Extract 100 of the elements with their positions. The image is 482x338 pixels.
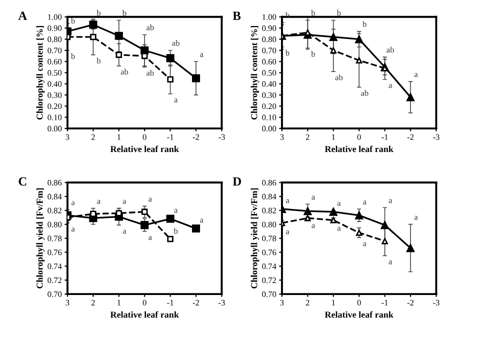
y-tick-label: 0.80 — [48, 222, 62, 228]
annotation: b — [362, 21, 366, 27]
annotation: a — [71, 228, 75, 232]
x-tick-label: -1 — [382, 300, 388, 306]
annotation: a — [97, 200, 100, 204]
x-tick-label: -2 — [407, 300, 414, 306]
annotation: ab — [386, 46, 394, 53]
x-tick-label: 1 — [332, 300, 335, 306]
x-tick-label: 0 — [357, 134, 361, 140]
y-tick-label: 0.80 — [262, 222, 276, 228]
annotation: a — [200, 53, 204, 58]
x-tick-label: -3 — [218, 300, 225, 306]
annotation: a — [286, 199, 290, 204]
annotation: b — [70, 53, 75, 60]
annotation: a — [337, 202, 341, 206]
y-tick-label: 0.84 — [262, 194, 276, 200]
y-tick-label: 0.90 — [262, 25, 276, 32]
annotation: a — [363, 242, 366, 246]
x-tick-label: -1 — [167, 300, 174, 306]
annotation: a — [388, 260, 392, 264]
annotation: a — [414, 73, 418, 78]
annotation: ab — [120, 68, 128, 75]
annotation: a — [363, 200, 366, 205]
annotation: ab — [361, 90, 368, 96]
x-tick-label: 0 — [357, 300, 361, 306]
x-tick-label: -1 — [382, 134, 388, 140]
y-tick-label: 0.30 — [48, 92, 62, 98]
chart-title: C — [18, 177, 26, 186]
annotation: a — [312, 196, 315, 200]
y-tick-label: 0.00 — [262, 126, 276, 132]
x-axis-title: Relative leaf rank — [324, 146, 394, 152]
y-tick-label: 0.90 — [48, 25, 62, 32]
y-tick-label: 0.72 — [262, 277, 276, 284]
annotation: ab — [146, 24, 154, 30]
y-axis-title: Chlorophyll yield [Fv/Fm] — [250, 188, 260, 288]
y-axis-title: Chlorophyll content [%] — [36, 26, 45, 120]
y-tick-label: 0.20 — [48, 103, 62, 110]
y-tick-label: 0.40 — [262, 81, 276, 87]
x-tick-label: 3 — [66, 300, 70, 306]
x-tick-label: 2 — [91, 300, 95, 306]
y-tick-label: 0.80 — [48, 36, 62, 42]
y-tick-label: 0.86 — [48, 180, 62, 186]
x-tick-label: 3 — [66, 134, 70, 140]
x-tick-label: 2 — [306, 300, 310, 306]
y-tick-label: 0.10 — [48, 114, 62, 120]
x-axis-title: Relative leaf rank — [324, 311, 394, 318]
annotation: b — [174, 228, 178, 234]
y-tick-label: 0.82 — [262, 208, 276, 214]
annotation: b — [96, 58, 101, 64]
x-tick-label: -2 — [192, 300, 200, 306]
annotation: b — [122, 10, 126, 16]
x-tick-label: -3 — [433, 300, 440, 306]
x-tick-label: -3 — [433, 134, 440, 140]
y-tick-label: 0.86 — [262, 180, 276, 186]
chart-title: D — [232, 177, 242, 186]
annotation: b — [311, 10, 315, 16]
annotation: b — [311, 50, 315, 57]
annotation: ab — [146, 70, 154, 76]
y-tick-label: 0.80 — [262, 36, 276, 42]
x-tick-label: -2 — [192, 134, 200, 140]
y-tick-label: 0.72 — [48, 277, 62, 284]
x-tick-label: 0 — [142, 134, 146, 140]
annotation: a — [414, 216, 418, 220]
x-tick-label: -2 — [407, 134, 414, 140]
annotation: a — [388, 84, 392, 88]
x-axis-title: Relative leaf rank — [110, 311, 179, 318]
annotation: a — [312, 224, 315, 228]
y-tick-label: 0.70 — [48, 291, 62, 298]
annotation: a — [71, 201, 75, 206]
annotation: a — [174, 98, 178, 103]
y-tick-label: 0.84 — [48, 194, 62, 200]
y-tick-label: 1.00 — [48, 14, 62, 20]
x-tick-label: 1 — [118, 134, 120, 140]
y-tick-label: 0.78 — [262, 236, 276, 242]
y-axis-title: Chlorophyll yield [Fv/Fm] — [36, 188, 45, 288]
annotation: a — [148, 236, 152, 240]
y-tick-label: 0.20 — [262, 103, 276, 110]
annotation: a — [148, 198, 152, 202]
chart-title: A — [18, 12, 28, 20]
annotation: b — [96, 10, 101, 16]
y-tick-label: 0.60 — [262, 58, 276, 65]
y-tick-label: 0.82 — [48, 208, 62, 214]
y-tick-label: 0.00 — [48, 126, 62, 132]
x-tick-label: 0 — [142, 300, 146, 306]
annotation: ab — [335, 74, 343, 80]
x-tick-label: 1 — [118, 300, 120, 306]
x-tick-label: 2 — [306, 134, 310, 140]
chart-title: B — [232, 12, 241, 20]
y-tick-label: 0.50 — [262, 70, 276, 76]
x-tick-label: 3 — [280, 300, 284, 306]
annotation: a — [174, 208, 178, 213]
x-tick-label: 3 — [280, 134, 284, 140]
y-tick-label: 0.70 — [48, 48, 62, 54]
annotation: a — [337, 226, 341, 231]
y-tick-label: 0.76 — [48, 250, 62, 256]
x-tick-label: -1 — [167, 134, 174, 140]
x-tick-label: -3 — [218, 134, 225, 140]
annotation: a — [122, 230, 126, 234]
y-tick-label: 0.78 — [48, 236, 62, 242]
annotation: ab — [172, 40, 180, 46]
